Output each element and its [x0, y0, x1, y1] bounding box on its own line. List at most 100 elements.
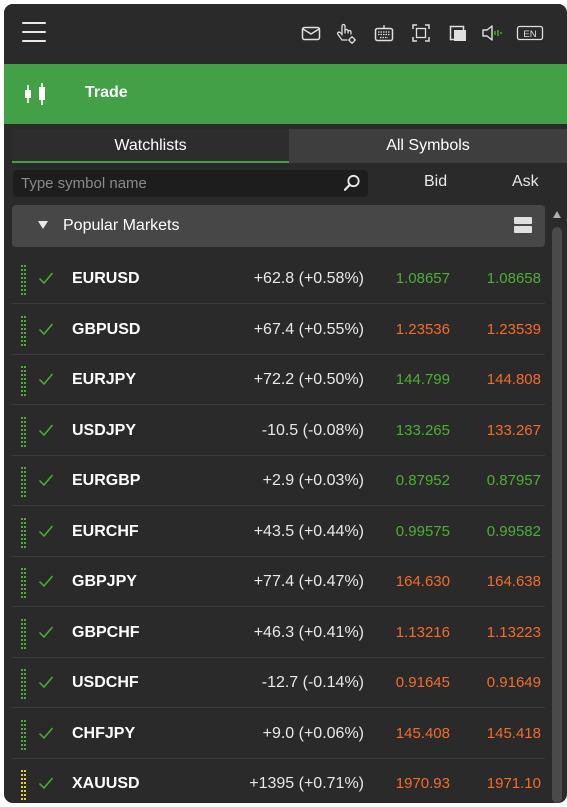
- change-value: +62.8 (+0.58%): [253, 270, 364, 287]
- group-header-popular-markets[interactable]: Popular Markets: [12, 205, 545, 247]
- bid-price: 0.87952: [395, 472, 450, 489]
- change-value: +67.4 (+0.55%): [253, 320, 364, 338]
- activity-indicator-icon: [21, 618, 27, 649]
- scroll-up-arrow-icon[interactable]: [553, 211, 561, 218]
- menu-icon[interactable]: [22, 21, 46, 43]
- bid-column-header: Bid: [424, 173, 448, 190]
- symbol-name: XAUUSD: [72, 775, 140, 792]
- checkmark-icon: [38, 271, 54, 285]
- search-input[interactable]: [13, 170, 341, 197]
- bid-price: 164.630: [395, 573, 450, 590]
- ask-price: 0.91649: [486, 674, 541, 691]
- bid-price: 0.99575: [395, 522, 450, 540]
- change-value: +2.9 (+0.03%): [262, 472, 364, 489]
- activity-indicator-icon: [21, 770, 27, 800]
- symbol-name: CHFJPY: [72, 724, 136, 742]
- ask-column-header: Ask: [512, 173, 539, 190]
- activity-indicator-icon: [21, 467, 27, 497]
- activity-indicator-icon: [21, 669, 27, 699]
- symbol-name: GBPJPY: [72, 573, 137, 590]
- ask-price: 1.08658: [486, 270, 541, 287]
- symbol-name: USDJPY: [72, 421, 137, 439]
- scrollbar[interactable]: [551, 207, 563, 803]
- checkmark-icon: [38, 726, 54, 740]
- table-row[interactable]: GBPJPY +77.4 (+0.47%) 164.630 164.638: [12, 557, 545, 607]
- symbol-name: EURUSD: [72, 270, 140, 287]
- bid-price: 0.91645: [395, 674, 450, 691]
- activity-indicator-icon: [21, 366, 27, 396]
- trading-app: EN Trade Watchlists All Symbols Bid Ask …: [4, 4, 567, 803]
- tab-watchlists[interactable]: Watchlists: [12, 129, 289, 163]
- symbol-name: USDCHF: [72, 674, 139, 691]
- language-label: EN: [523, 29, 536, 40]
- symbol-name: EURGBP: [72, 472, 141, 489]
- table-row[interactable]: GBPCHF +46.3 (+0.41%) 1.13216 1.13223: [12, 608, 545, 658]
- ask-price: 1971.10: [486, 775, 541, 792]
- ask-price: 145.418: [486, 724, 541, 742]
- change-value: +43.5 (+0.44%): [253, 522, 364, 540]
- activity-indicator-icon: [21, 517, 27, 548]
- symbol-name: EURCHF: [72, 522, 139, 540]
- symbol-search: [13, 170, 368, 197]
- bid-price: 144.799: [395, 371, 450, 388]
- group-options-icon[interactable]: [514, 217, 532, 233]
- tab-all-symbols[interactable]: All Symbols: [289, 129, 567, 163]
- symbol-name: EURJPY: [72, 371, 137, 388]
- checkmark-icon: [38, 524, 54, 538]
- table-row[interactable]: EURJPY +72.2 (+0.50%) 144.799 144.808: [12, 355, 545, 405]
- checkmark-icon: [38, 574, 54, 588]
- activity-indicator-icon: [21, 265, 27, 295]
- table-row[interactable]: CHFJPY +9.0 (+0.06%) 145.408 145.418: [12, 709, 545, 759]
- language-icon[interactable]: EN: [516, 22, 544, 44]
- checkmark-icon: [38, 675, 54, 689]
- table-row[interactable]: EURGBP +2.9 (+0.03%) 0.87952 0.87957: [12, 456, 545, 506]
- ask-price: 133.267: [486, 421, 541, 439]
- caret-down-icon: [38, 221, 48, 229]
- touch-settings-icon[interactable]: [334, 22, 356, 44]
- symbol-name: GBPCHF: [72, 623, 140, 641]
- table-row[interactable]: EURUSD +62.8 (+0.58%) 1.08657 1.08658: [12, 254, 545, 304]
- table-row[interactable]: GBPUSD +67.4 (+0.55%) 1.23536 1.23539: [12, 305, 545, 355]
- ask-price: 0.87957: [486, 472, 541, 489]
- checkmark-icon: [38, 423, 54, 437]
- bid-price: 145.408: [395, 724, 450, 742]
- symbol-name: GBPUSD: [72, 320, 141, 338]
- activity-indicator-icon: [21, 719, 27, 750]
- change-value: +9.0 (+0.06%): [262, 724, 364, 742]
- change-value: -12.7 (-0.14%): [261, 674, 364, 691]
- activity-indicator-icon: [21, 416, 27, 447]
- change-value: +72.2 (+0.50%): [253, 371, 364, 388]
- fullscreen-icon[interactable]: [410, 22, 432, 44]
- search-icon[interactable]: [342, 173, 362, 193]
- mail-icon[interactable]: [300, 22, 322, 44]
- group-label: Popular Markets: [63, 217, 180, 234]
- change-value: +77.4 (+0.47%): [253, 573, 364, 590]
- table-row[interactable]: USDCHF -12.7 (-0.14%) 0.91645 0.91649: [12, 658, 545, 708]
- checkmark-icon: [38, 372, 54, 386]
- bid-price: 1.23536: [395, 320, 450, 338]
- keyboard-icon[interactable]: [373, 22, 395, 44]
- table-row[interactable]: EURCHF +43.5 (+0.44%) 0.99575 0.99582: [12, 507, 545, 557]
- sound-icon[interactable]: [480, 22, 502, 44]
- checkmark-icon: [38, 473, 54, 487]
- activity-indicator-icon: [21, 315, 27, 346]
- table-row[interactable]: XAUUSD +1395 (+0.71%) 1970.93 1971.10: [12, 759, 545, 803]
- change-value: +1395 (+0.71%): [249, 775, 364, 792]
- checkmark-icon: [38, 625, 54, 639]
- ask-price: 164.638: [486, 573, 541, 590]
- table-row[interactable]: USDJPY -10.5 (-0.08%) 133.265 133.267: [12, 406, 545, 456]
- bid-price: 133.265: [395, 421, 450, 439]
- ask-price: 1.13223: [486, 623, 541, 641]
- checkmark-icon: [38, 322, 54, 336]
- change-value: +46.3 (+0.41%): [253, 623, 364, 641]
- candlestick-icon: [22, 81, 50, 107]
- ask-price: 1.23539: [486, 320, 541, 338]
- ask-price: 144.808: [486, 371, 541, 388]
- bid-price: 1.13216: [395, 623, 450, 641]
- bid-price: 1.08657: [395, 270, 450, 287]
- activity-indicator-icon: [21, 568, 27, 598]
- window-icon[interactable]: [447, 22, 469, 44]
- top-toolbar: EN: [4, 4, 567, 60]
- scroll-thumb[interactable]: [552, 227, 562, 803]
- change-value: -10.5 (-0.08%): [261, 421, 364, 439]
